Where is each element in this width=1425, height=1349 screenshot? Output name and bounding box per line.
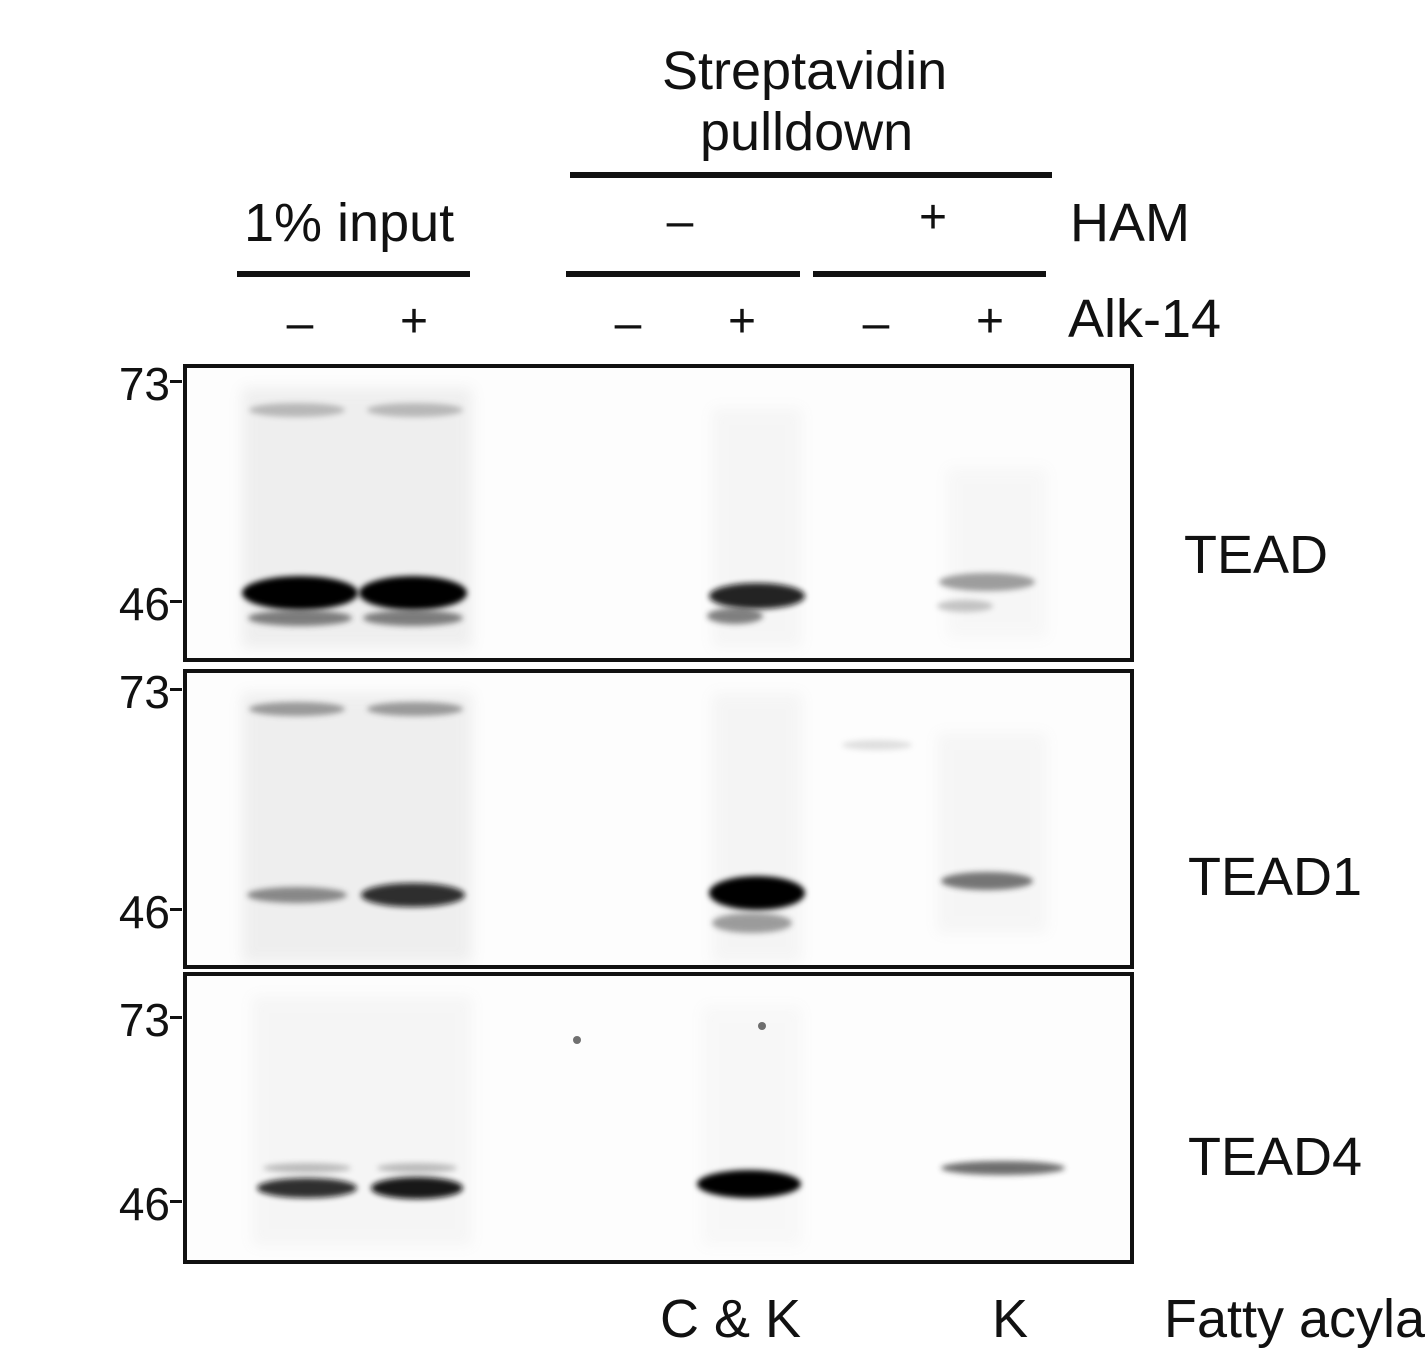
footer-ck: C & K [660, 1289, 802, 1349]
mw-marker-73: 73 [118, 666, 170, 718]
mw-marker-46: 46 [118, 1178, 170, 1230]
mw-tick [170, 908, 182, 911]
blot-panel-tead1 [183, 669, 1134, 969]
blot-image-tead4 [252, 996, 1065, 1246]
mw-tick [170, 1016, 182, 1019]
mw-tick [170, 600, 182, 603]
alk-sign-3: – [614, 297, 642, 350]
mw-marker-73: 73 [118, 994, 170, 1046]
pulldown-bracket [570, 172, 1052, 178]
pulldown-title-line2: pulldown [700, 102, 914, 162]
mw-marker-46: 46 [118, 578, 170, 630]
footer-k: K [992, 1289, 1029, 1349]
ham-plus-bracket [813, 271, 1046, 277]
ham-minus-bracket [566, 271, 800, 277]
alk-sign-5: – [862, 297, 890, 350]
input-title: 1% input [244, 193, 455, 253]
alk-label: Alk-14 [1068, 289, 1222, 349]
input-bracket [237, 271, 470, 277]
alk-sign-1: – [286, 297, 314, 350]
ham-label: HAM [1070, 193, 1190, 253]
alk-sign-2: + [399, 295, 429, 348]
blot-panel-tead [183, 364, 1134, 662]
blot-image-tead1 [242, 693, 1047, 963]
pulldown-title-line1: Streptavidin [662, 41, 948, 101]
blot-panel-tead4 [183, 972, 1134, 1264]
ham-plus: + [918, 191, 948, 244]
alk-sign-6: + [975, 295, 1005, 348]
panel-label-tead1: TEAD1 [1188, 847, 1363, 907]
panel-label-tead: TEAD [1184, 525, 1329, 585]
alk-sign-4: + [727, 295, 757, 348]
panel-label-tead4: TEAD4 [1188, 1127, 1363, 1187]
mw-tick [170, 380, 182, 383]
blot-image-tead [242, 388, 1047, 648]
ham-minus: – [666, 195, 694, 248]
mw-marker-46: 46 [118, 886, 170, 938]
mw-tick [170, 688, 182, 691]
mw-tick [170, 1200, 182, 1203]
footer-fatty-acylation: Fatty acyla [1164, 1289, 1425, 1349]
mw-marker-73: 73 [118, 358, 170, 410]
